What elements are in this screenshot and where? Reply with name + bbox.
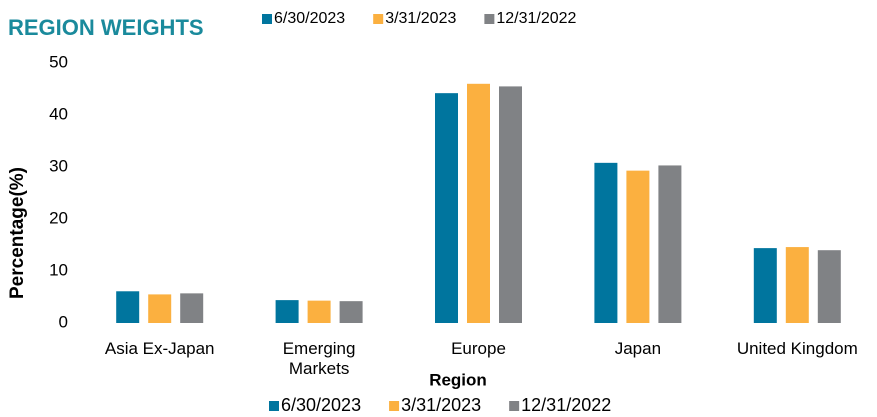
bar [594,162,618,323]
legend-swatch [509,401,520,411]
legend-label: 6/30/2023 [274,10,345,27]
bar [817,250,841,323]
bar [339,301,363,323]
bar [753,248,777,323]
x-tick-label: Emerging Markets [282,339,356,378]
x-tick-label: Japan [614,339,662,358]
bar [785,247,809,323]
bar [626,170,650,323]
bar [435,93,458,323]
bar [467,83,490,323]
bar [116,291,140,323]
legend-label: 12/31/2022 [521,395,611,415]
y-tick-label: 50 [49,52,68,71]
legend-swatch [389,401,400,411]
y-axis-label: Percentage(%) [7,167,28,299]
legend-label: 6/30/2023 [281,395,361,415]
legend-label: 3/31/2023 [401,395,481,415]
legend-swatch [484,14,495,24]
y-tick-label: 0 [59,312,68,331]
legend-swatch [269,401,279,411]
y-tick-label: 10 [49,260,68,279]
legend-swatch [262,14,272,24]
bar [180,293,204,323]
bar [658,165,682,323]
bar [499,86,522,324]
bar [275,300,299,323]
legend-label: 12/31/2022 [496,10,576,27]
x-tick-label: Asia Ex-Japan [104,339,215,358]
bar [307,300,331,323]
y-tick-label: 40 [49,104,68,123]
y-tick-label: 30 [49,156,68,175]
x-tick-label: Europe [451,339,506,358]
x-tick-label: United Kingdom [736,339,858,358]
chart-title: REGION WEIGHTS [8,15,204,40]
bar [148,294,172,323]
legend-swatch [373,14,384,24]
legend-label: 3/31/2023 [385,10,456,27]
y-tick-label: 20 [49,208,68,227]
x-axis-label: Region [429,370,487,389]
